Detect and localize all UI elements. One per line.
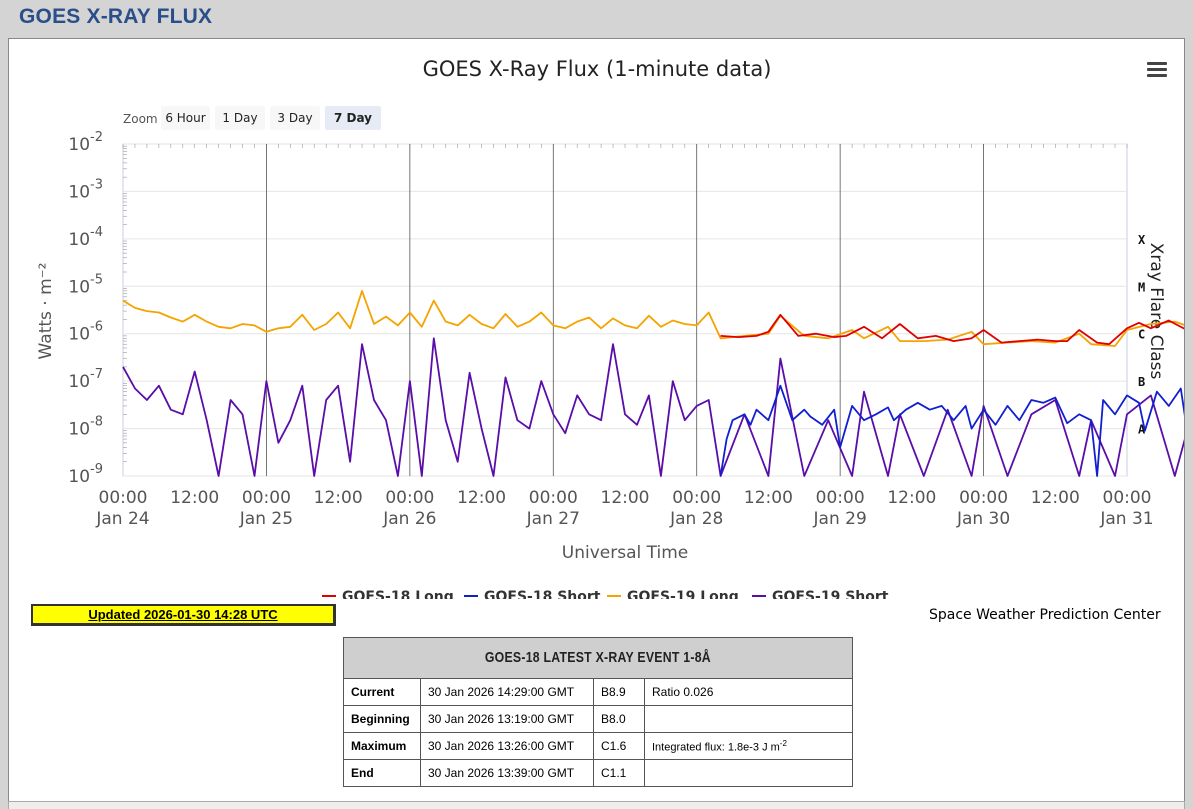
x-tick-time: 00:00	[959, 488, 1008, 508]
event-time: 30 Jan 2026 13:19:00 GMT	[420, 705, 594, 733]
event-class: B8.9	[593, 678, 645, 706]
legend-item[interactable]: GOES-18 Short	[484, 589, 601, 599]
hamburger-icon-line	[1147, 68, 1167, 71]
event-label: Maximum	[343, 732, 421, 760]
event-class: C1.6	[593, 732, 645, 760]
x-tick-date: Jan 26	[382, 509, 436, 529]
series-line-goes-18-short	[719, 384, 1184, 477]
xray-flux-chart: 10-210-310-410-510-610-710-810-900:00Jan…	[36, 57, 1184, 599]
flux-exponent: -2	[779, 738, 787, 748]
x-tick-time: 00:00	[529, 488, 578, 508]
chart-title: GOES X-Ray Flux (1-minute data)	[423, 57, 772, 81]
event-class: B8.0	[593, 705, 645, 733]
hamburger-icon	[1147, 62, 1167, 65]
updated-link[interactable]: Updated 2026-01-30 14:28 UTC	[31, 604, 336, 626]
zoom-button[interactable]	[325, 106, 381, 130]
y-tick-label: 10-7	[68, 367, 103, 392]
chart-panel: 10-2 10-3 10-4 10-5 10-6 10-7 10-8 10-9 00:00 Jan…	[8, 38, 1185, 802]
y-tick-label: 10-4	[68, 225, 103, 250]
event-table: Current 30 Jan 2026 14:29:00 GMT B8.9 Ratio…	[343, 678, 853, 787]
event-label: Current	[343, 678, 421, 706]
legend-item[interactable]: GOES-19 Short	[772, 589, 889, 599]
event-panel: GOES-18 LATEST X-RAY EVENT 1-8Å Current 3…	[343, 637, 853, 787]
x-tick-time: 12:00	[457, 488, 506, 508]
x-tick-time: 12:00	[601, 488, 650, 508]
series-line-goes-19-short	[122, 337, 1184, 477]
y-tick-label: 10-9	[68, 462, 103, 487]
zoom-button-label: 1 Day	[222, 111, 257, 125]
legend-item[interactable]: GOES-19 Long	[627, 589, 739, 599]
x-tick-date: Jan 25	[239, 509, 293, 529]
chart-menu-button[interactable]	[1147, 62, 1167, 80]
zoom-button[interactable]	[215, 106, 265, 130]
zoom-button[interactable]	[161, 106, 210, 130]
x-tick-date: Jan 29	[813, 509, 867, 529]
plot-area	[122, 143, 1128, 477]
flare-class-label: C	[1138, 328, 1145, 342]
zoom-label: Zoom	[123, 112, 158, 126]
event-row: Current 30 Jan 2026 14:29:00 GMT B8.9 Ratio…	[343, 678, 853, 706]
zoom-button-label: 6 Hour	[165, 111, 205, 125]
y-tick-label: 10-3	[68, 177, 103, 202]
y-tick-label: 10-2	[68, 130, 103, 155]
series-line-goes-18-long	[720, 313, 1184, 346]
x-tick-time: 00:00	[672, 488, 721, 508]
flare-class-label: B	[1138, 375, 1145, 389]
event-time: 30 Jan 2026 13:39:00 GMT	[420, 759, 594, 787]
event-class: C1.1	[593, 759, 645, 787]
zoom-button-label: 7 Day	[334, 111, 372, 125]
flare-class-label: A	[1138, 423, 1146, 437]
series-line-goes-19-long	[122, 289, 1184, 347]
y-tick-label: 10-8	[68, 415, 103, 440]
x-tick-time: 12:00	[887, 488, 936, 508]
event-title: GOES-18 LATEST X-RAY EVENT 1-8Å	[343, 637, 853, 678]
x-tick-time: 00:00	[99, 488, 148, 508]
event-label: Beginning	[343, 705, 421, 733]
page-title: GOES X-RAY FLUX	[19, 5, 213, 28]
x-tick-time: 00:00	[242, 488, 291, 508]
updated-label: Updated 2026-01-30 14:28 UTC	[88, 607, 278, 622]
x-tick-date: Jan 27	[526, 509, 580, 529]
x-tick-date: Jan 24	[95, 509, 149, 529]
flare-class-label: M	[1138, 280, 1145, 294]
event-label: End	[343, 759, 421, 787]
event-extra: Ratio 0.026	[644, 678, 853, 706]
zoom-button-label: 3 Day	[277, 111, 312, 125]
x-tick-time: 00:00	[385, 488, 434, 508]
bottom-scroll-bar	[8, 801, 1185, 809]
zoom-button[interactable]	[270, 106, 320, 130]
event-extra: Integrated flux: 1.8e-3 J m-2	[644, 732, 853, 760]
x-tick-time: 12:00	[744, 488, 793, 508]
x-tick-date: Jan 30	[956, 509, 1010, 529]
y-tick-label: 10-5	[68, 272, 103, 297]
y-axis-title: Watts · m⁻²	[36, 263, 56, 360]
y-axis-right-title: Xray Flare Class	[1146, 243, 1166, 380]
event-row: End 30 Jan 2026 13:39:00 GMT C1.1	[343, 759, 853, 787]
event-extra	[644, 759, 853, 787]
x-tick-time: 12:00	[1031, 488, 1080, 508]
hamburger-icon-line	[1147, 74, 1167, 77]
x-tick-time: 00:00	[1103, 488, 1152, 508]
event-row: Beginning 30 Jan 2026 13:19:00 GMT B8.0	[343, 705, 853, 733]
event-row: Maximum 30 Jan 2026 13:26:00 GMT C1.6 Integ…	[343, 732, 853, 760]
event-title-text: GOES-18 LATEST X-RAY EVENT 1-8Å	[484, 649, 712, 666]
x-tick-time: 12:00	[170, 488, 219, 508]
x-axis-title: Universal Time	[562, 543, 688, 563]
y-tick-label: 10-6	[68, 320, 103, 345]
credit-label: Space Weather Prediction Center	[929, 607, 1161, 623]
flare-class-label: X	[1138, 233, 1146, 247]
x-tick-time: 00:00	[816, 488, 865, 508]
event-time: 30 Jan 2026 14:29:00 GMT	[420, 678, 594, 706]
legend-item[interactable]: GOES-18 Long	[342, 589, 454, 599]
x-tick-date: Jan 31	[1099, 509, 1153, 529]
x-tick-time: 12:00	[314, 488, 363, 508]
event-time: 30 Jan 2026 13:26:00 GMT	[420, 732, 594, 760]
event-extra	[644, 705, 853, 733]
x-tick-date: Jan 28	[669, 509, 723, 529]
